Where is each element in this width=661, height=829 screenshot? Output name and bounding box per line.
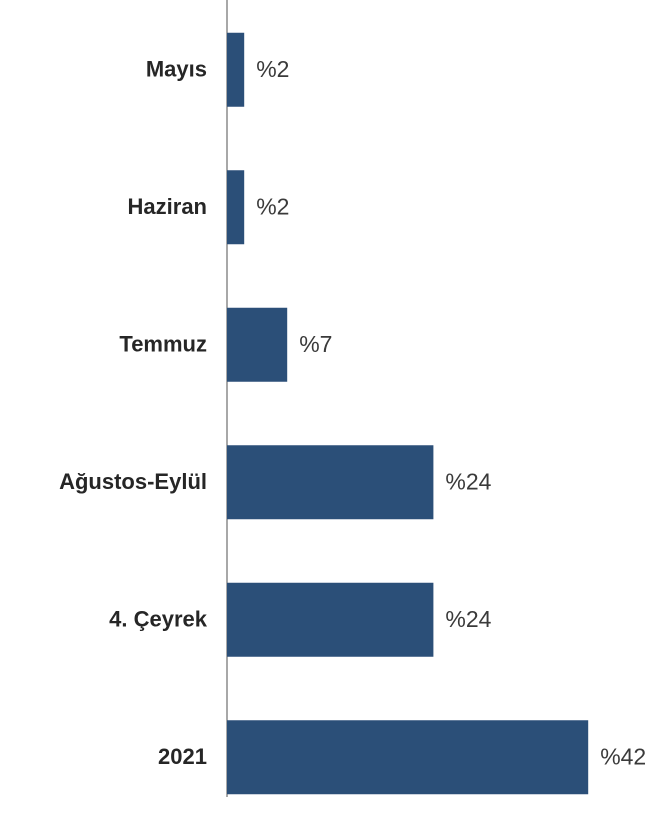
category-label: 4. Çeyrek xyxy=(109,607,208,632)
category-label: Temmuz xyxy=(119,332,207,357)
category-label: Ağustos-Eylül xyxy=(59,469,207,494)
bar xyxy=(227,170,245,245)
category-label: 2021 xyxy=(158,744,207,769)
bar xyxy=(227,720,589,795)
category-label: Haziran xyxy=(128,194,207,219)
value-label: %7 xyxy=(299,331,332,357)
value-label: %24 xyxy=(445,606,491,632)
bar xyxy=(227,582,434,657)
value-label: %24 xyxy=(445,468,491,494)
value-label: %42 xyxy=(600,743,646,769)
bar xyxy=(227,307,288,382)
value-label: %2 xyxy=(256,56,289,82)
category-label: Mayıs xyxy=(146,57,207,82)
bar xyxy=(227,32,245,107)
value-label: %2 xyxy=(256,193,289,219)
bar xyxy=(227,445,434,520)
